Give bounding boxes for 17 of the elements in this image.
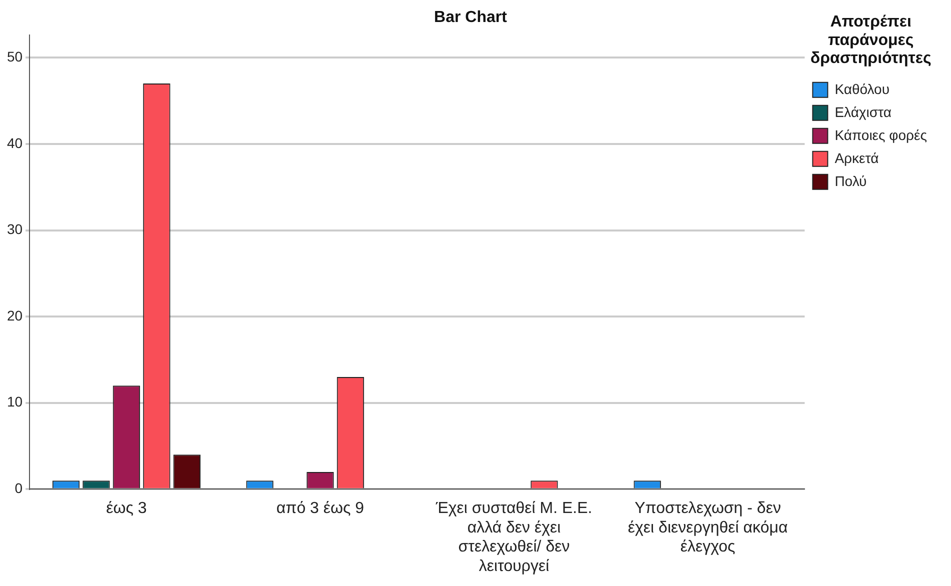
chart-title: Bar Chart bbox=[434, 9, 508, 26]
y-tick-label: 40 bbox=[6, 134, 23, 151]
legend-title: Αποτρέπει παράνομες δραστηριότητες bbox=[810, 13, 932, 68]
x-tick-label: έως 3 bbox=[106, 500, 147, 518]
y-tick-label: 10 bbox=[6, 394, 23, 410]
y-tick-label: 0 bbox=[14, 480, 23, 496]
x-tick-label: Υποστελεχωση - δεν έχει διενεργηθεί ακόμα έλεγχος bbox=[628, 500, 788, 556]
legend-label: Κάποιες φορές bbox=[834, 126, 928, 143]
y-tick-label: 30 bbox=[6, 221, 23, 238]
legend-label: Ελάχιστα bbox=[834, 104, 892, 120]
legend-label: Καθόλου bbox=[834, 80, 890, 97]
y-tick-label: 50 bbox=[6, 48, 23, 64]
legend-label: Πολύ bbox=[834, 172, 867, 189]
y-tick-label: 20 bbox=[6, 307, 23, 324]
legend-label: Αρκετά bbox=[834, 150, 879, 166]
x-tick-label: από 3 έως 9 bbox=[276, 500, 364, 518]
x-tick-label: Έχει συσταθεί Μ. Ε.Ε. αλλά δεν έχει στελεχωθεί/ δεν λειτουργεί bbox=[434, 500, 592, 575]
